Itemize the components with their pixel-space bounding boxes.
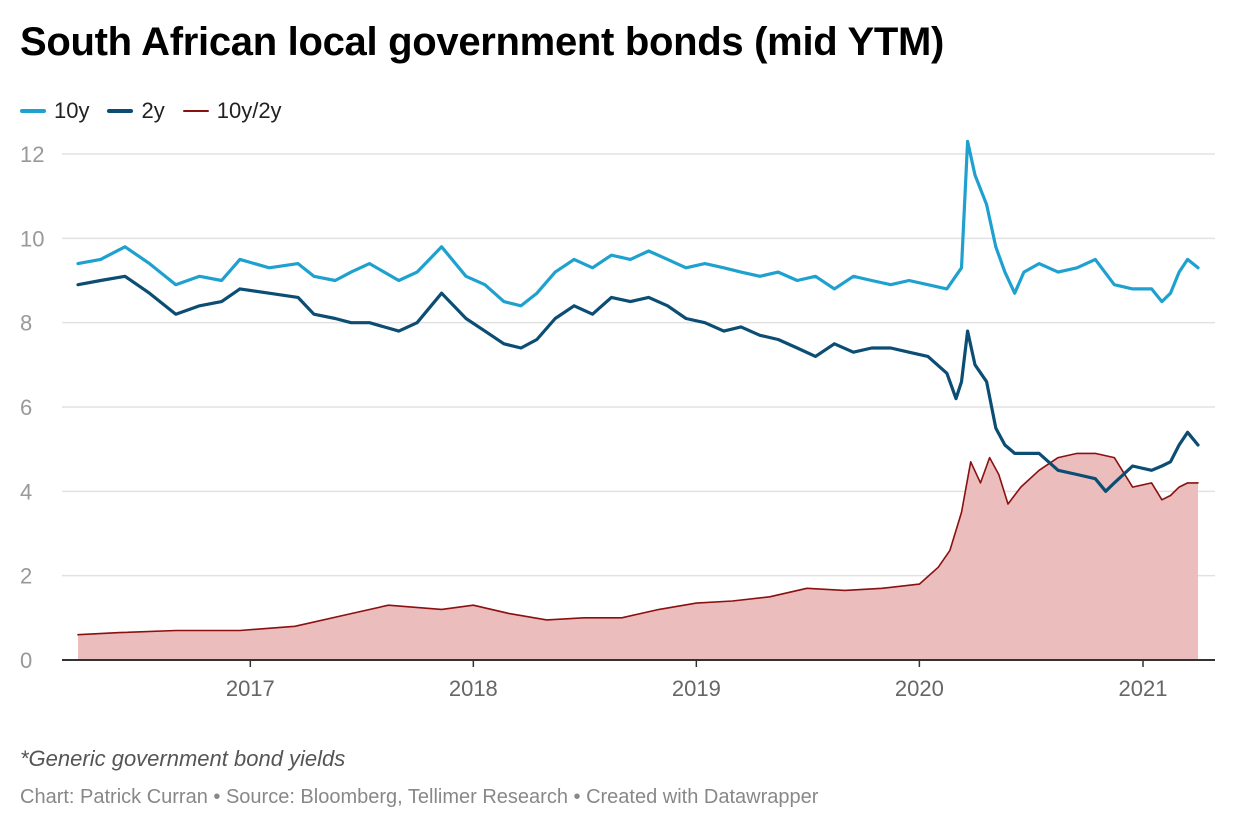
x-tick-label-2018: 2018 [449, 676, 498, 701]
y-tick-label-2: 2 [20, 564, 32, 589]
legend: 10y 2y 10y/2y [20, 98, 300, 124]
legend-item-2y: 2y [107, 98, 165, 124]
series-area-10y-2y [78, 453, 1198, 660]
legend-label-10y: 10y [54, 98, 90, 123]
legend-item-10y: 10y [20, 98, 89, 124]
legend-label-spread: 10y/2y [216, 98, 282, 123]
chart-title: South African local government bonds (mi… [20, 20, 945, 64]
y-tick-label-12: 12 [20, 142, 44, 167]
y-tick-label-10: 10 [20, 226, 44, 251]
series-line-10y-2y [77, 452, 1199, 636]
y-tick-label-0: 0 [20, 648, 32, 673]
x-tick-label-2019: 2019 [672, 676, 721, 701]
legend-label-2y: 2y [141, 98, 165, 123]
x-tick-label-2017: 2017 [226, 676, 275, 701]
legend-swatch-10y [20, 109, 46, 113]
line-chart: 0 2 4 6 8 10 12 2017 2018 2019 2020 2021 [20, 139, 1215, 701]
y-tick-label-6: 6 [20, 395, 32, 420]
legend-item-spread: 10y/2y [182, 98, 282, 124]
footnote: *Generic government bond yields [20, 746, 346, 771]
series-line-2y [76, 274, 1200, 493]
series-line-10y [76, 139, 1200, 308]
x-tick-label-2020: 2020 [895, 676, 944, 701]
y-tick-label-4: 4 [20, 479, 32, 504]
y-tick-label-8: 8 [20, 311, 32, 336]
x-tick-label-2021: 2021 [1119, 676, 1168, 701]
credit-line: Chart: Patrick Curran • Source: Bloomber… [20, 786, 819, 808]
legend-swatch-2y [107, 109, 134, 113]
legend-swatch-spread [182, 110, 209, 112]
